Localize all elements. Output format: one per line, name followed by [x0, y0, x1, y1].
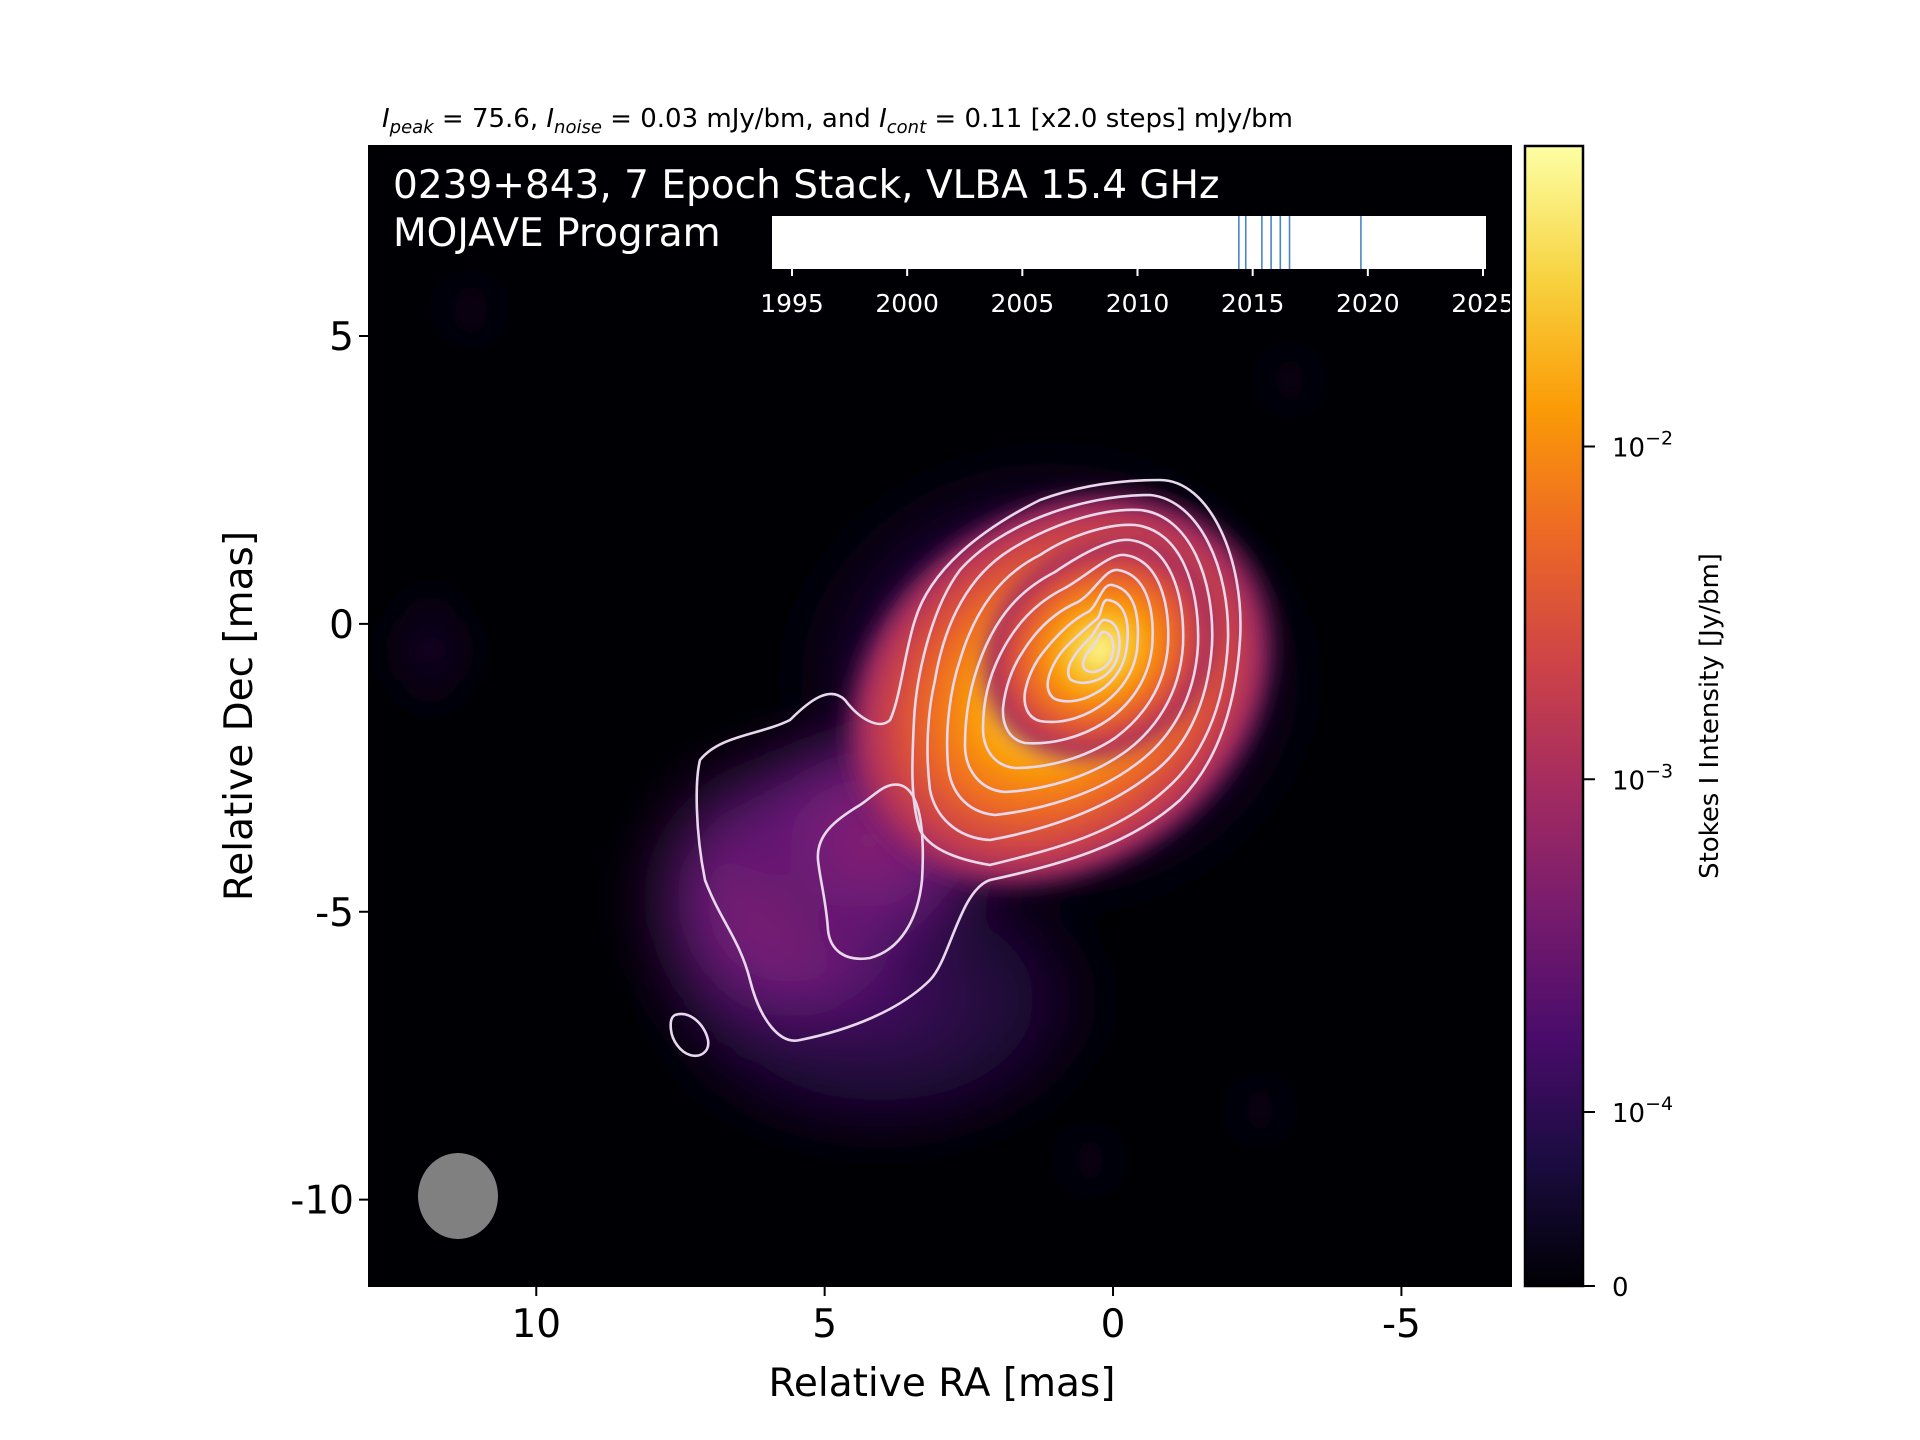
contour-7 [1001, 568, 1154, 745]
contour-9 [1046, 598, 1129, 703]
timeline-ticks: 1995 2000 2005 2010 2015 2020 2025 [760, 269, 1515, 318]
beam-ellipse [418, 1153, 498, 1239]
y-tick-label: 0 [329, 603, 354, 648]
colorbar-tick-label: 10−2 [1612, 428, 1673, 464]
timeline-tick-label: 2020 [1336, 289, 1400, 318]
colorbar-tick-label: 10−3 [1612, 760, 1673, 796]
contour-lines [669, 478, 1242, 1058]
contour-knot-small [669, 1012, 710, 1058]
contour-4 [945, 523, 1200, 817]
x-tick-label: -5 [1382, 1302, 1421, 1347]
colorbar-label: Stokes I Intensity [Jy/bm] [1695, 553, 1725, 879]
cont-value: = 0.11 [x2.0 steps] mJy/bm [926, 104, 1293, 134]
timeline-tick-label: 2025 [1451, 289, 1515, 318]
colorbar-gradient [1525, 146, 1583, 1286]
y-tick-label: -10 [290, 1179, 354, 1224]
timeline-tick-label: 2010 [1106, 289, 1170, 318]
y-tick-label: -5 [315, 891, 354, 936]
x-tick-label: 10 [511, 1302, 561, 1347]
peak-value: = 75.6, [434, 104, 547, 134]
contour-1 [695, 478, 1242, 1042]
timeline-tick-label: 2005 [991, 289, 1055, 318]
program-label: MOJAVE Program [393, 211, 721, 256]
contour-10 [1066, 618, 1121, 685]
cont-subscript: cont [887, 117, 927, 138]
x-tick-label: 0 [1101, 1302, 1126, 1347]
epoch-timeline: 1995 2000 2005 2010 2015 2020 2025 [760, 216, 1515, 318]
colorbar-tick-label: 10−4 [1612, 1093, 1673, 1129]
timeline-tick-label: 2000 [875, 289, 939, 318]
contour-8 [1023, 583, 1140, 724]
source-title: 0239+843, 7 Epoch Stack, VLBA 15.4 GHz [393, 163, 1219, 208]
contour-jet-knot [816, 783, 925, 961]
x-axis-ticks: 10 5 0 -5 [511, 1286, 1421, 1347]
noise-symbol: I [546, 104, 554, 134]
y-axis-label: Relative Dec [mas] [217, 531, 262, 901]
noise-subscript: noise [554, 117, 602, 138]
intensity-map: 0239+843, 7 Epoch Stack, VLBA 15.4 GHz M… [369, 146, 1515, 1286]
timeline-box [772, 216, 1486, 269]
y-tick-label: 5 [329, 315, 354, 360]
colorbar: 10−2 10−3 10−4 0 Stokes I Intensity [Jy/bm] [1523, 144, 1725, 1303]
colorbar-ticks: 10−2 10−3 10−4 0 [1583, 428, 1673, 1303]
contour-5 [963, 538, 1185, 794]
x-tick-label: 5 [812, 1302, 837, 1347]
timeline-tick-label: 1995 [760, 289, 824, 318]
contour-2 [911, 493, 1230, 867]
timeline-tick-label: 2015 [1221, 289, 1285, 318]
peak-subscript: peak [389, 117, 436, 138]
contour-6 [981, 553, 1170, 770]
epoch-lines [1238, 216, 1362, 269]
contour-11 [1081, 630, 1115, 674]
chart-header: Ipeak = 75.6, Inoise = 0.03 mJy/bm, and … [382, 104, 1293, 138]
cont-symbol: I [879, 104, 887, 134]
noise-value: = 0.03 mJy/bm, and [602, 104, 879, 134]
plot-frame [368, 145, 1512, 1287]
contour-3 [926, 508, 1214, 842]
colorbar-frame [1523, 144, 1585, 1288]
x-axis-label: Relative RA [mas] [769, 1361, 1116, 1406]
colorbar-tick-label: 0 [1612, 1273, 1629, 1303]
y-axis-ticks: 5 0 -5 -10 [290, 315, 369, 1224]
peak-symbol: I [382, 104, 390, 134]
